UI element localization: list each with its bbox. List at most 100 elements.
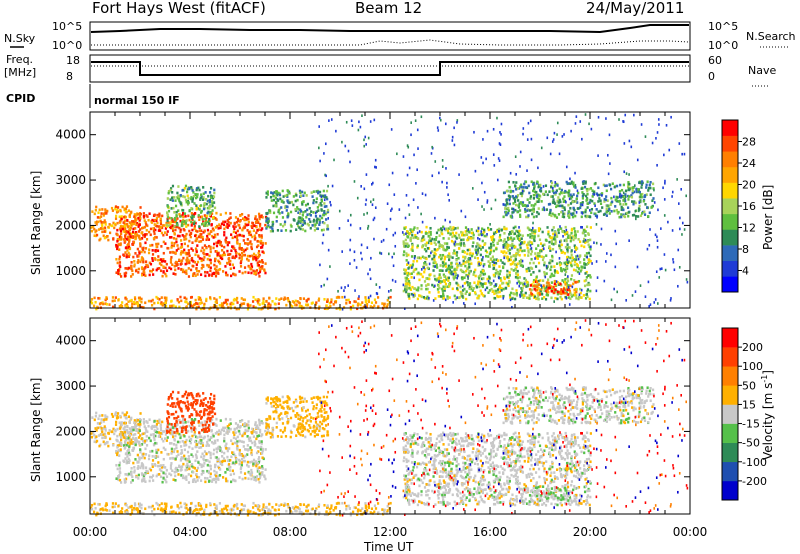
power-cell — [102, 234, 105, 238]
power-cell — [546, 265, 549, 268]
power-noise-cell — [663, 198, 666, 201]
power-cell — [435, 236, 438, 239]
power-cell — [187, 197, 190, 200]
power-cell — [518, 202, 521, 205]
power-cell — [279, 223, 282, 226]
power-cell — [130, 224, 133, 227]
power-noise-cell — [518, 226, 520, 229]
power-noise-cell — [371, 203, 374, 207]
power-cell — [257, 263, 261, 267]
power-cell — [496, 288, 500, 291]
power-cell — [498, 227, 501, 231]
power-noise-cell — [458, 173, 460, 176]
power-cell — [305, 215, 308, 219]
power-cell — [445, 278, 448, 281]
power-noise-cell — [369, 294, 372, 298]
power-cell — [154, 228, 157, 232]
power-cell — [576, 230, 579, 233]
power-cell — [410, 255, 414, 258]
power-noise-cell — [594, 181, 597, 185]
power-cell — [573, 293, 577, 297]
power-cell — [448, 258, 451, 262]
power-cell — [571, 200, 574, 203]
power-noise-cell — [526, 169, 528, 172]
power-cell — [425, 241, 428, 245]
power-cell — [119, 221, 122, 224]
power-cell — [511, 230, 514, 233]
power-cell — [586, 240, 589, 243]
power-cell — [407, 282, 410, 286]
power-cell — [507, 249, 510, 252]
power-cell — [308, 206, 311, 210]
power-cell — [482, 277, 485, 280]
power-cell — [366, 302, 369, 306]
power-cell — [427, 234, 430, 238]
power-cell — [580, 244, 583, 248]
power-cell — [477, 260, 480, 264]
power-cell — [288, 191, 291, 195]
power-cell — [199, 273, 203, 276]
power-cell — [107, 238, 110, 242]
power-cell — [246, 247, 249, 250]
power-cell — [430, 250, 434, 253]
power-cell — [209, 205, 212, 208]
power-cell — [509, 291, 513, 295]
power-cell — [516, 248, 519, 252]
power-cell — [144, 274, 147, 277]
velocity-cell — [258, 430, 262, 434]
power-cell — [130, 265, 133, 268]
power-cell — [149, 227, 153, 231]
power-cell — [128, 247, 132, 251]
power-noise-cell — [448, 199, 451, 202]
power-cell — [573, 227, 576, 230]
power-cell — [532, 279, 536, 282]
power-cell — [206, 206, 209, 210]
velocity-cell — [250, 452, 253, 455]
power-cell — [201, 238, 205, 241]
power-cell — [480, 292, 483, 295]
power-noise-cell — [432, 299, 435, 302]
power-cell — [198, 229, 201, 232]
power-cell — [278, 192, 281, 195]
power-cell — [243, 217, 246, 221]
power-noise-cell — [486, 199, 489, 202]
power-cell — [563, 206, 566, 209]
velocity-cell — [157, 464, 160, 468]
power-cell — [258, 235, 261, 239]
power-noise-cell — [387, 296, 390, 300]
power-cell — [483, 243, 486, 247]
power-cell — [151, 218, 154, 222]
power-cell — [562, 197, 565, 201]
power-cell — [180, 250, 183, 253]
power-noise-cell — [593, 241, 595, 245]
power-cell — [126, 267, 129, 270]
power-cell — [454, 270, 457, 274]
power-cell — [476, 296, 479, 300]
power-cell — [261, 267, 264, 270]
power-cell — [207, 238, 211, 241]
power-noise-cell — [483, 190, 486, 194]
power-cell — [183, 238, 186, 241]
power-cell — [206, 211, 209, 215]
power-cell — [192, 222, 196, 226]
power-cell — [523, 253, 526, 257]
power-noise-cell — [318, 146, 320, 150]
power-cell — [584, 181, 587, 185]
power-cell — [441, 287, 444, 291]
power-cell — [217, 226, 220, 230]
power-noise-cell — [434, 265, 436, 268]
power-cell — [582, 182, 585, 185]
power-noise-cell — [444, 218, 447, 222]
power-cell — [295, 194, 298, 197]
power-cell — [468, 262, 471, 266]
power-cell — [503, 191, 506, 195]
velocity-cell — [131, 479, 134, 482]
power-cell — [183, 186, 186, 190]
power-cell — [416, 226, 419, 230]
power-cell — [538, 291, 541, 295]
power-cell — [464, 292, 467, 296]
power-cell — [528, 294, 531, 297]
power-noise-cell — [529, 119, 532, 123]
power-cell — [408, 297, 411, 300]
power-cell — [174, 204, 178, 208]
